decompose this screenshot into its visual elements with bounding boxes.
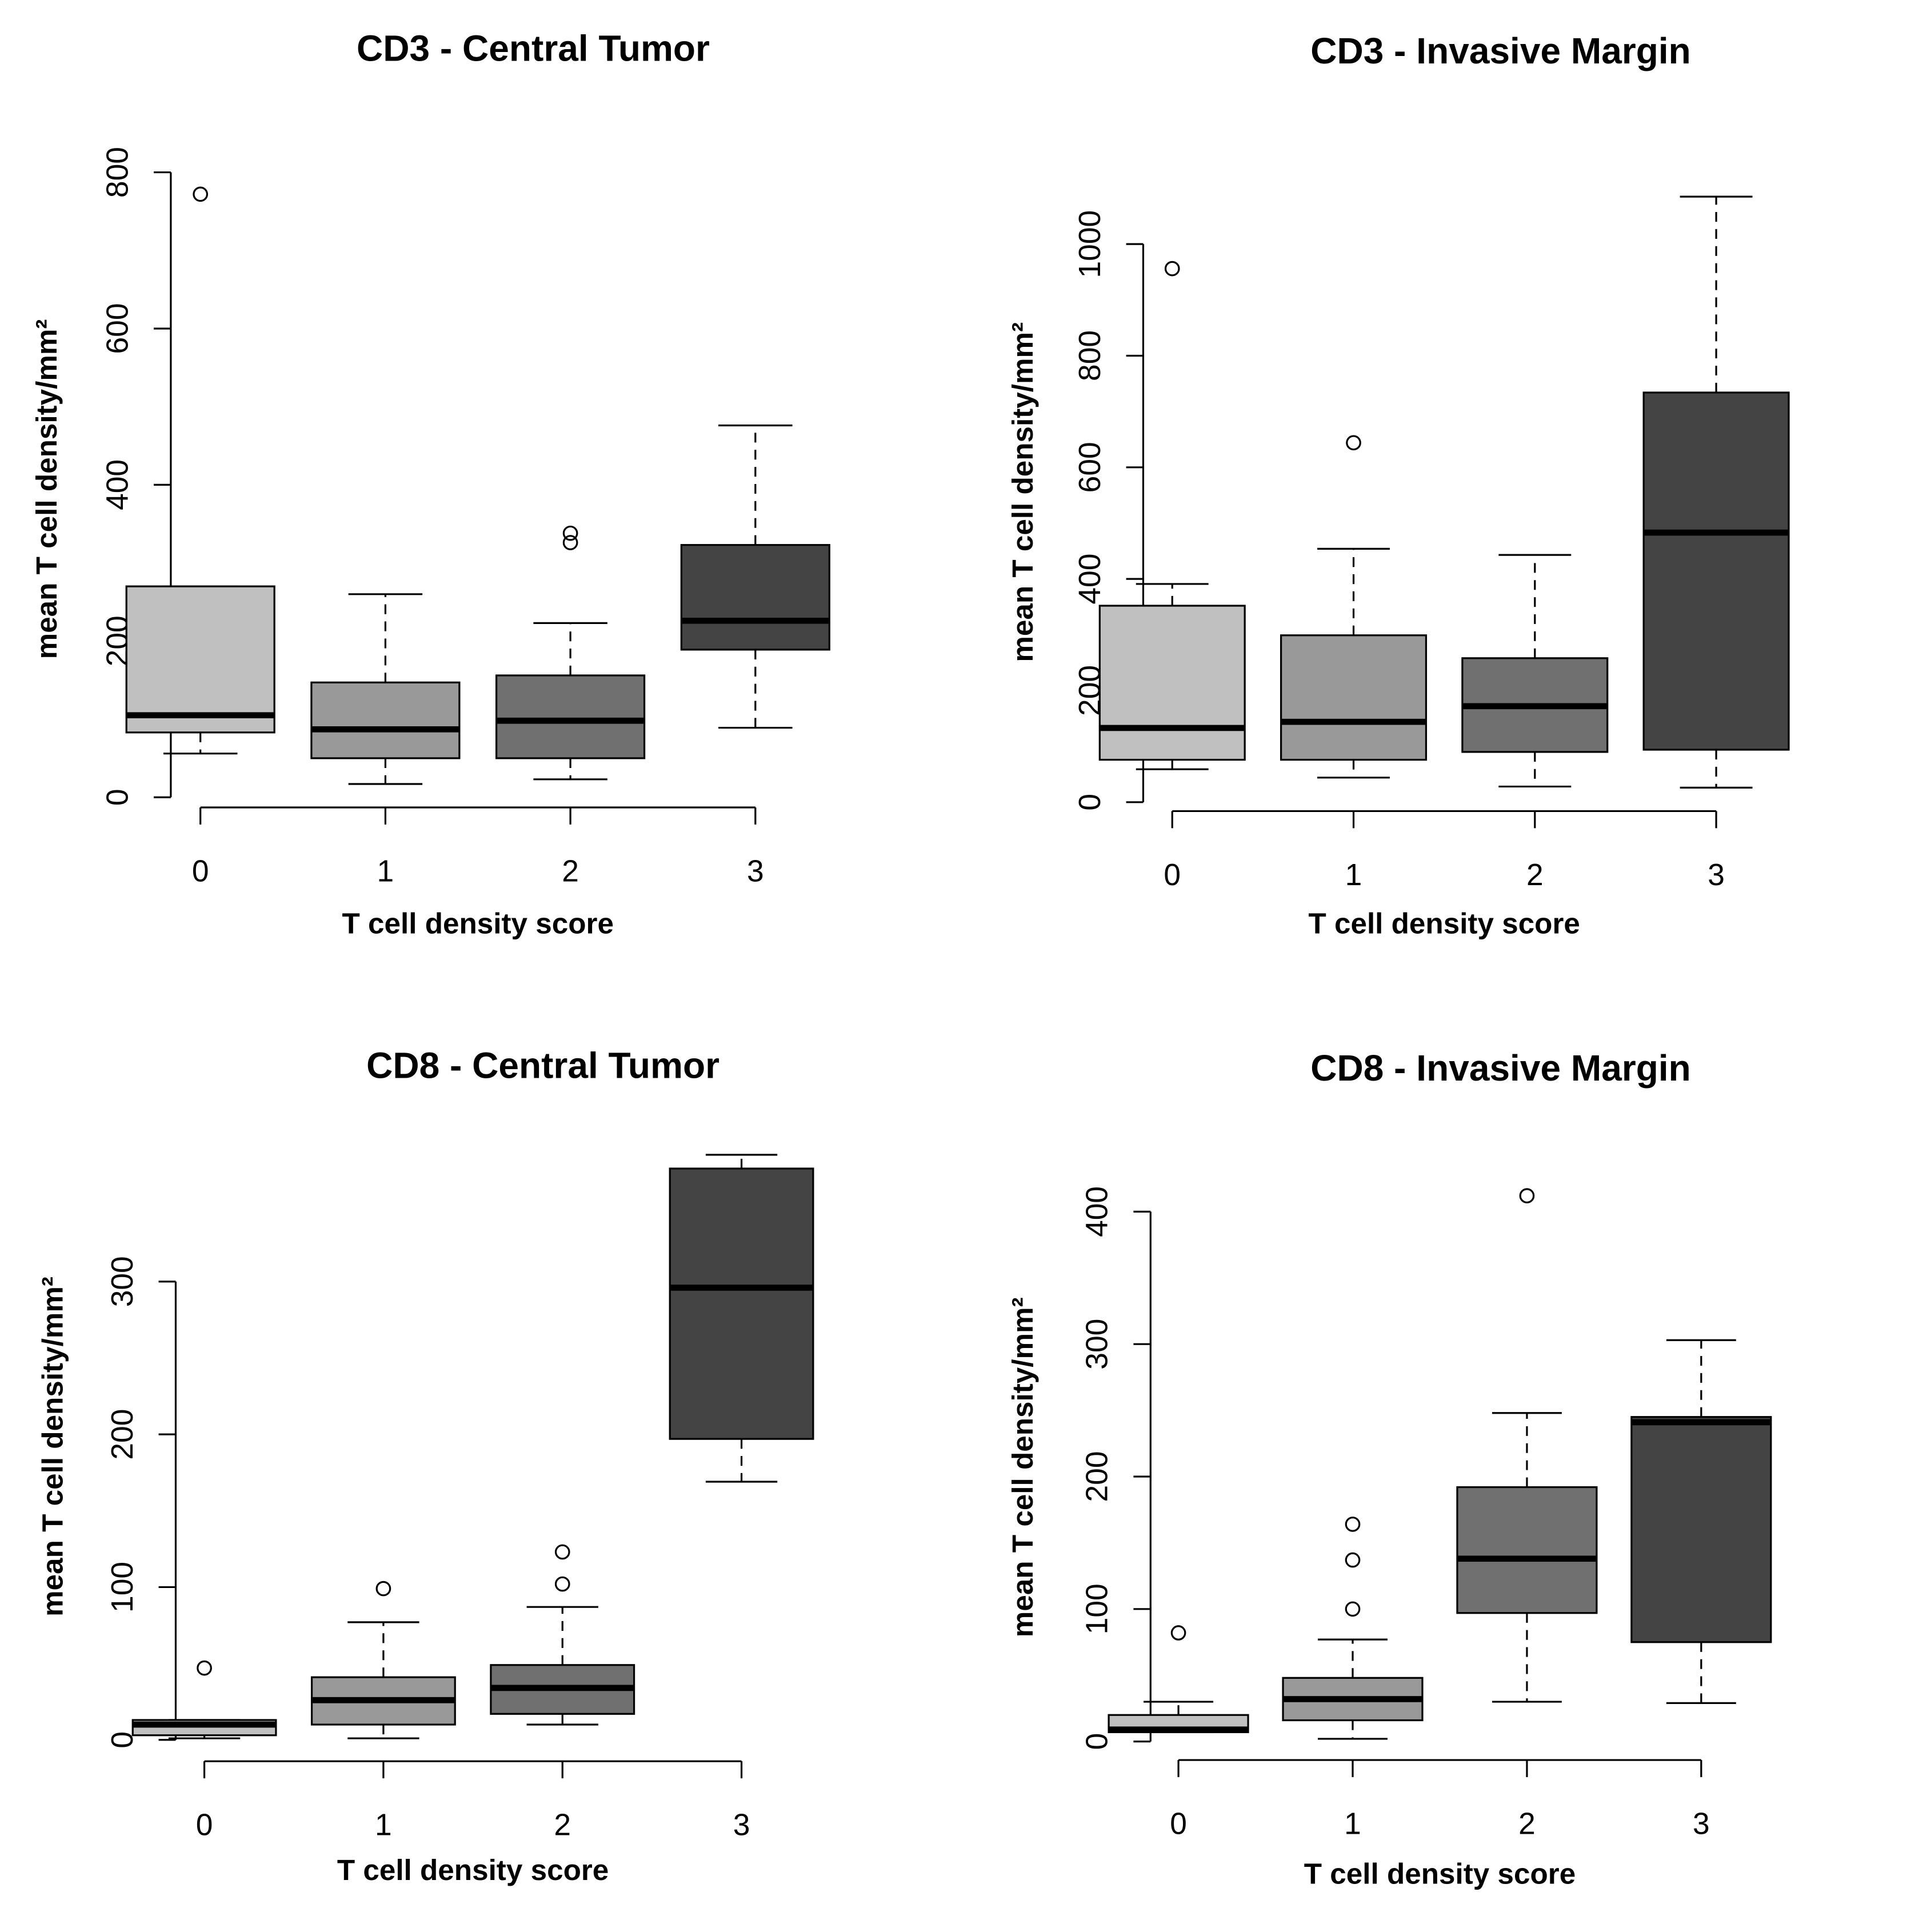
y-tick-label: 800 <box>101 147 134 198</box>
outlier <box>193 186 209 202</box>
x-tick-label: 3 <box>733 1809 750 1842</box>
chart-title: CD3 - Invasive Margin <box>1310 30 1691 71</box>
y-tick-label: 0 <box>1081 1733 1114 1750</box>
outlier <box>1170 1625 1186 1641</box>
x-axis-label: T cell density score <box>1304 1857 1576 1890</box>
x-tick-label: 0 <box>196 1809 213 1842</box>
x-axis-label: T cell density score <box>342 907 614 940</box>
x-tick-label: 3 <box>747 854 764 888</box>
box <box>1098 605 1246 761</box>
x-tick-label: 3 <box>1708 858 1725 892</box>
y-axis-label: mean T cell density/mm² <box>37 1277 69 1617</box>
chart-title: CD8 - Central Tumor <box>366 1045 719 1086</box>
y-tick-label: 800 <box>1073 330 1107 381</box>
y-tick-label: 600 <box>101 303 134 354</box>
outlier <box>1346 435 1361 451</box>
x-tick-label: 2 <box>1518 1807 1536 1841</box>
y-tick-label: 0 <box>101 789 134 806</box>
x-tick-label: 2 <box>554 1809 571 1842</box>
box <box>1280 634 1428 761</box>
y-tick-label: 400 <box>101 459 134 510</box>
y-tick-label: 300 <box>106 1256 139 1307</box>
x-tick-label: 2 <box>562 854 579 888</box>
box <box>1642 391 1790 751</box>
x-tick-label: 0 <box>1164 858 1181 892</box>
outlier <box>554 1544 570 1560</box>
box <box>1630 1416 1772 1643</box>
x-tick-label: 2 <box>1526 858 1544 892</box>
x-axis-label: T cell density score <box>337 1854 609 1886</box>
chart-title: CD8 - Invasive Margin <box>1310 1047 1691 1089</box>
x-tick-label: 3 <box>1693 1807 1710 1841</box>
outlier <box>197 1660 212 1676</box>
y-tick-label: 400 <box>1073 554 1107 605</box>
x-tick-label: 0 <box>192 854 209 888</box>
chart-title: CD3 - Central Tumor <box>357 28 710 69</box>
outlier <box>554 1576 570 1592</box>
y-tick-label: 200 <box>1081 1451 1114 1502</box>
outlier <box>562 525 578 541</box>
x-tick-label: 0 <box>1170 1807 1187 1841</box>
y-tick-label: 400 <box>1081 1186 1114 1237</box>
box <box>125 585 275 734</box>
outlier <box>1345 1601 1361 1617</box>
outlier <box>562 535 578 550</box>
box <box>669 1167 814 1440</box>
y-axis-label: mean T cell density/mm² <box>30 319 63 659</box>
x-axis-label: T cell density score <box>1308 907 1580 940</box>
y-tick-label: 200 <box>106 1409 139 1460</box>
outlier <box>1345 1552 1361 1568</box>
y-axis-label: mean T cell density/mm² <box>1006 1297 1039 1637</box>
box <box>680 544 830 651</box>
outlier <box>1164 261 1180 277</box>
y-axis-label: mean T cell density/mm² <box>1006 322 1039 662</box>
outlier <box>375 1581 391 1597</box>
y-tick-label: 1000 <box>1073 210 1107 278</box>
box <box>310 681 461 759</box>
outlier <box>1519 1188 1535 1203</box>
y-tick-label: 100 <box>1081 1583 1114 1634</box>
x-tick-label: 1 <box>1344 1807 1361 1841</box>
y-tick-label: 600 <box>1073 442 1107 493</box>
outlier <box>1345 1517 1361 1532</box>
y-tick-label: 300 <box>1081 1319 1114 1370</box>
x-tick-label: 1 <box>375 1809 392 1842</box>
x-tick-label: 1 <box>1345 858 1362 892</box>
y-tick-label: 100 <box>106 1562 139 1613</box>
y-tick-label: 0 <box>1073 794 1107 811</box>
box <box>495 674 646 759</box>
box <box>1456 1486 1598 1614</box>
x-tick-label: 1 <box>377 854 394 888</box>
